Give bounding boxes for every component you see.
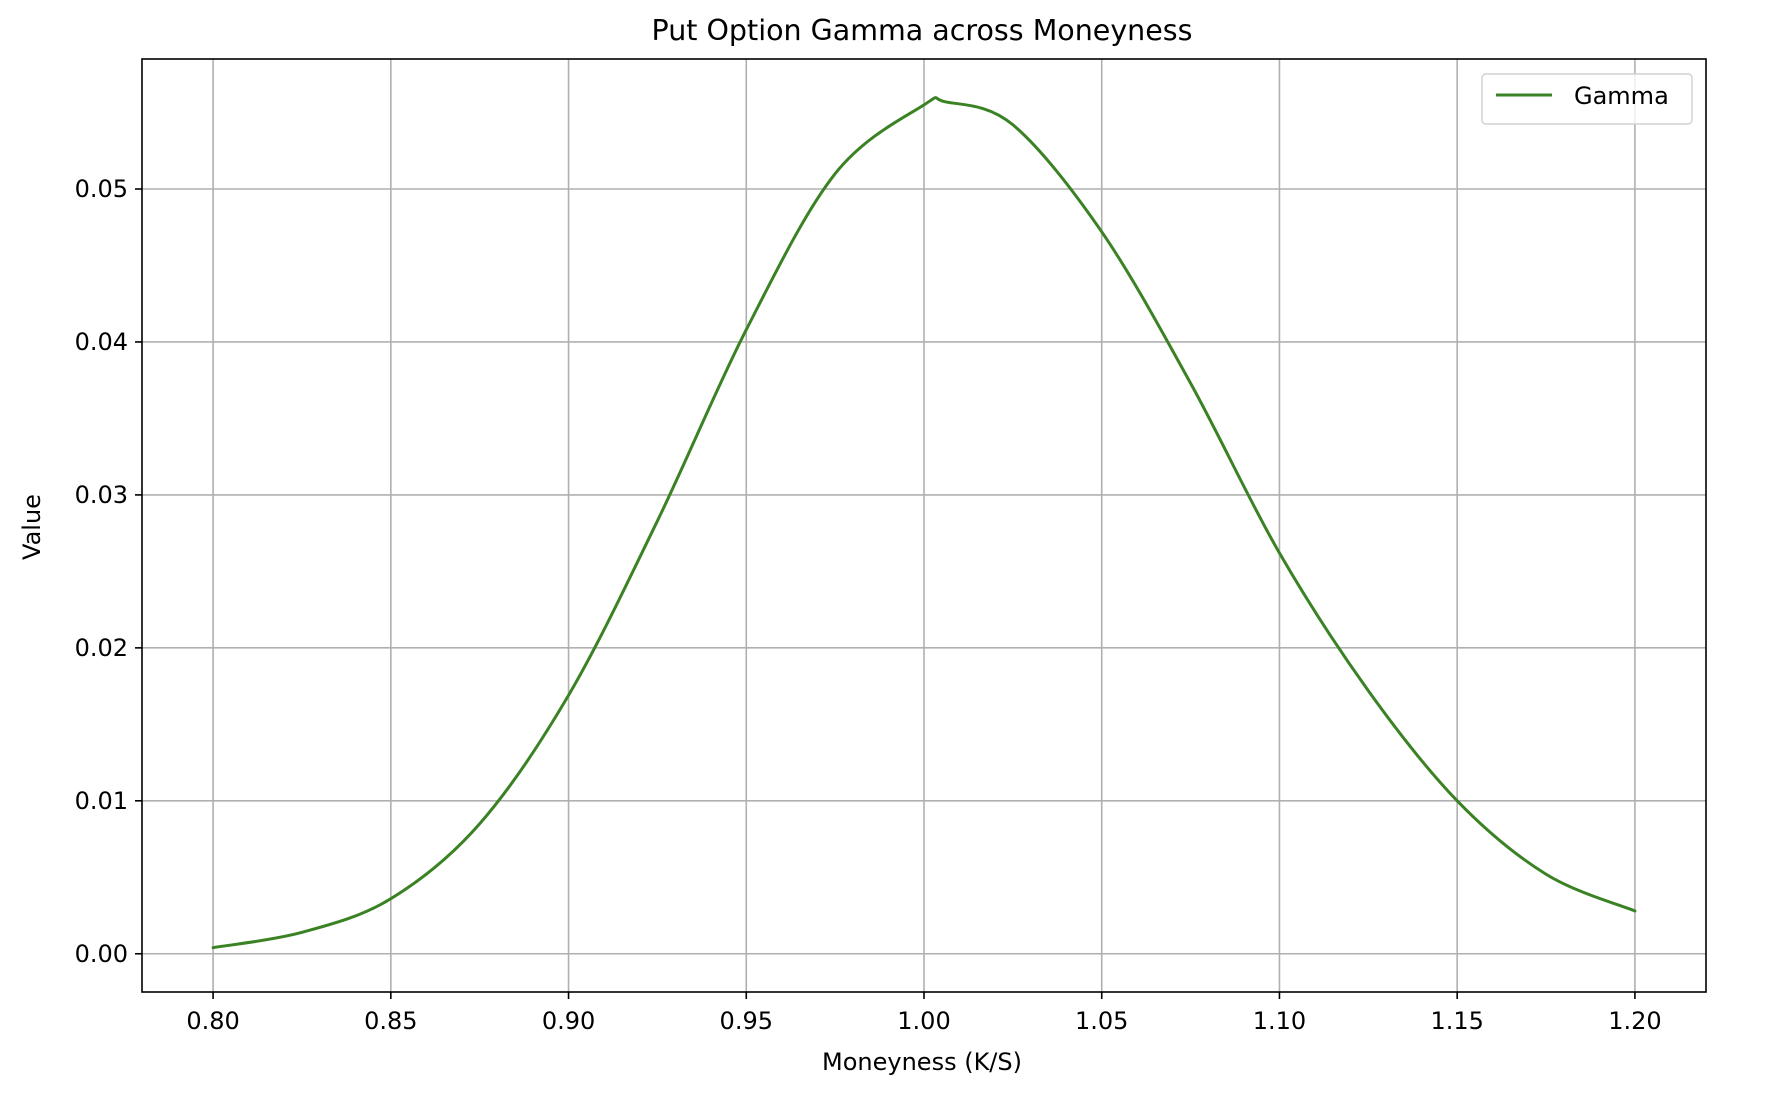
x-tick-label: 0.85 <box>364 1007 417 1035</box>
x-tick-label: 0.95 <box>720 1007 773 1035</box>
x-tick-label: 0.90 <box>542 1007 595 1035</box>
series-layer <box>211 96 1637 950</box>
y-tick-label: 0.04 <box>75 328 128 356</box>
x-tick-label: 1.05 <box>1075 1007 1128 1035</box>
grid-lines <box>142 59 1706 992</box>
y-tick-label: 0.00 <box>75 940 128 968</box>
y-tick-label: 0.03 <box>75 481 128 509</box>
x-tick-label: 1.15 <box>1430 1007 1483 1035</box>
x-tick-label: 1.20 <box>1608 1007 1661 1035</box>
chart-title: Put Option Gamma across Moneyness <box>652 14 1193 47</box>
y-tick-label: 0.01 <box>75 787 128 815</box>
y-axis-label: Value <box>18 494 46 560</box>
x-tick-label: 0.80 <box>186 1007 239 1035</box>
series-line-gamma <box>211 96 1637 950</box>
axis-ticks: 0.80 0.85 0.90 0.95 1.00 1.05 1.10 1.15 1.20 0.00… <box>75 175 1662 1035</box>
x-tick-label: 1.10 <box>1253 1007 1306 1035</box>
y-tick-label: 0.02 <box>75 634 128 662</box>
legend-box <box>1481 73 1693 125</box>
legend: Gamma <box>1481 73 1693 125</box>
x-tick-label: 1.00 <box>897 1007 950 1035</box>
y-tick-label: 0.05 <box>75 175 128 203</box>
x-axis-label: Moneyness (K/S) <box>822 1048 1022 1076</box>
legend-label-gamma: Gamma <box>1574 82 1669 110</box>
